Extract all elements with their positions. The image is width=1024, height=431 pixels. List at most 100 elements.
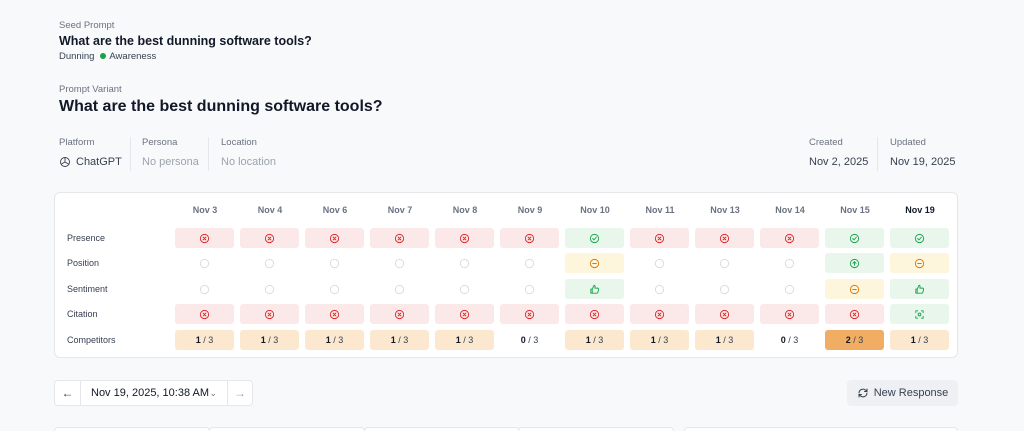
competitor-count: 1 [260, 335, 266, 345]
position-cell[interactable] [760, 253, 819, 273]
presence-cell[interactable] [630, 228, 689, 248]
sentiment-cell[interactable] [175, 279, 234, 299]
date-column-header[interactable]: Nov 4 [257, 205, 283, 215]
position-cell[interactable] [370, 253, 429, 273]
presence-cell[interactable] [890, 228, 949, 248]
arrow-left-icon: ← [61, 386, 74, 400]
competitors-cell[interactable]: 0 / 3 [760, 330, 819, 350]
competitors-cell[interactable]: 1 / 3 [435, 330, 494, 350]
citation-cell[interactable] [435, 304, 494, 324]
competitors-cell[interactable]: 1 / 3 [305, 330, 364, 350]
position-cell[interactable] [630, 253, 689, 273]
competitors-cell[interactable]: 0 / 3 [500, 330, 559, 350]
sentiment-cell[interactable] [760, 279, 819, 299]
prompt-variant-title: What are the best dunning software tools… [59, 98, 383, 115]
citation-cell[interactable] [760, 304, 819, 324]
scan-icon [915, 309, 924, 319]
sentiment-cell[interactable] [630, 279, 689, 299]
sentiment-cell[interactable] [370, 279, 429, 299]
sentiment-cell[interactable] [240, 279, 299, 299]
position-cell[interactable] [825, 253, 884, 273]
check-circle-icon [589, 233, 600, 243]
date-column-header[interactable]: Nov 3 [192, 205, 218, 215]
competitors-cell[interactable]: 1 / 3 [240, 330, 299, 350]
seed-tags: Dunning Awareness [59, 51, 312, 62]
x-circle-icon [394, 309, 405, 319]
competitors-cell[interactable]: 1 / 3 [695, 330, 754, 350]
citation-cell[interactable] [630, 304, 689, 324]
date-column-header[interactable]: Nov 9 [517, 205, 543, 215]
citation-cell[interactable] [565, 304, 624, 324]
citation-cell[interactable] [500, 304, 559, 324]
platform-name: ChatGPT [76, 156, 122, 168]
presence-cell[interactable] [305, 228, 364, 248]
position-cell[interactable] [175, 253, 234, 273]
minus-circle-icon [849, 284, 860, 294]
citation-cell[interactable] [890, 304, 949, 324]
competitors-cell[interactable]: 1 / 3 [370, 330, 429, 350]
bottom-panel [54, 427, 210, 431]
date-column-header[interactable]: Nov 15 [840, 205, 870, 215]
competitor-count: 0 [520, 335, 526, 345]
prev-response-button[interactable]: ← [55, 381, 80, 405]
citation-cell[interactable] [825, 304, 884, 324]
presence-cell[interactable] [500, 228, 559, 248]
position-cell[interactable] [890, 253, 949, 273]
sentiment-cell[interactable] [825, 279, 884, 299]
presence-cell[interactable] [760, 228, 819, 248]
row-label-competitors: Competitors [67, 335, 116, 345]
position-cell[interactable] [435, 253, 494, 273]
presence-cell[interactable] [565, 228, 624, 248]
presence-cell[interactable] [175, 228, 234, 248]
new-response-button[interactable]: New Response [847, 380, 958, 406]
citation-cell[interactable] [695, 304, 754, 324]
status-dot-icon [100, 53, 107, 59]
position-cell[interactable] [500, 253, 559, 273]
sentiment-cell[interactable] [500, 279, 559, 299]
citation-cell[interactable] [370, 304, 429, 324]
response-date-select[interactable]: Nov 19, 2025, 10:38 AM ⌄ [80, 381, 227, 405]
date-column-header[interactable]: Nov 11 [645, 205, 675, 215]
competitor-count: 1 [455, 335, 461, 345]
competitors-cell[interactable]: 1 / 3 [630, 330, 689, 350]
date-column-header[interactable]: Nov 10 [580, 205, 610, 215]
position-cell[interactable] [305, 253, 364, 273]
competitor-total: / 3 [463, 335, 474, 345]
position-cell[interactable] [565, 253, 624, 273]
date-column-header[interactable]: Nov 13 [710, 205, 740, 215]
position-cell[interactable] [240, 253, 299, 273]
presence-cell[interactable] [435, 228, 494, 248]
competitors-cell[interactable]: 1 / 3 [890, 330, 949, 350]
date-column-header[interactable]: Nov 8 [452, 205, 478, 215]
date-column-header[interactable]: Nov 14 [775, 205, 805, 215]
sentiment-cell[interactable] [305, 279, 364, 299]
competitors-cell[interactable]: 1 / 3 [565, 330, 624, 350]
presence-cell[interactable] [695, 228, 754, 248]
history-grid-card: Nov 3 Nov 4 Nov 6 Nov 7 Nov 8 Nov 9 Nov 10 Nov … [54, 192, 958, 358]
created-label: Created [809, 137, 843, 148]
date-column-header[interactable]: Nov 19 [905, 205, 935, 215]
next-response-button[interactable]: → [227, 381, 252, 405]
citation-cell[interactable] [240, 304, 299, 324]
sentiment-cell[interactable] [565, 279, 624, 299]
competitors-cell[interactable]: 2 / 3 [825, 330, 884, 350]
sentiment-cell[interactable] [695, 279, 754, 299]
competitor-total: / 3 [398, 335, 409, 345]
empty-circle-icon [719, 284, 730, 294]
row-label-presence: Presence [67, 233, 106, 243]
date-column-header[interactable]: Nov 7 [387, 205, 413, 215]
presence-cell[interactable] [825, 228, 884, 248]
presence-cell[interactable] [370, 228, 429, 248]
sentiment-cell[interactable] [435, 279, 494, 299]
empty-circle-icon [719, 258, 730, 268]
location-label: Location [221, 137, 257, 148]
competitors-cell[interactable]: 1 / 3 [175, 330, 234, 350]
citation-cell[interactable] [305, 304, 364, 324]
position-cell[interactable] [695, 253, 754, 273]
x-circle-icon [654, 233, 665, 243]
presence-cell[interactable] [240, 228, 299, 248]
sentiment-cell[interactable] [890, 279, 949, 299]
date-column-header[interactable]: Nov 6 [322, 205, 348, 215]
citation-cell[interactable] [175, 304, 234, 324]
competitor-total: / 3 [788, 335, 799, 345]
